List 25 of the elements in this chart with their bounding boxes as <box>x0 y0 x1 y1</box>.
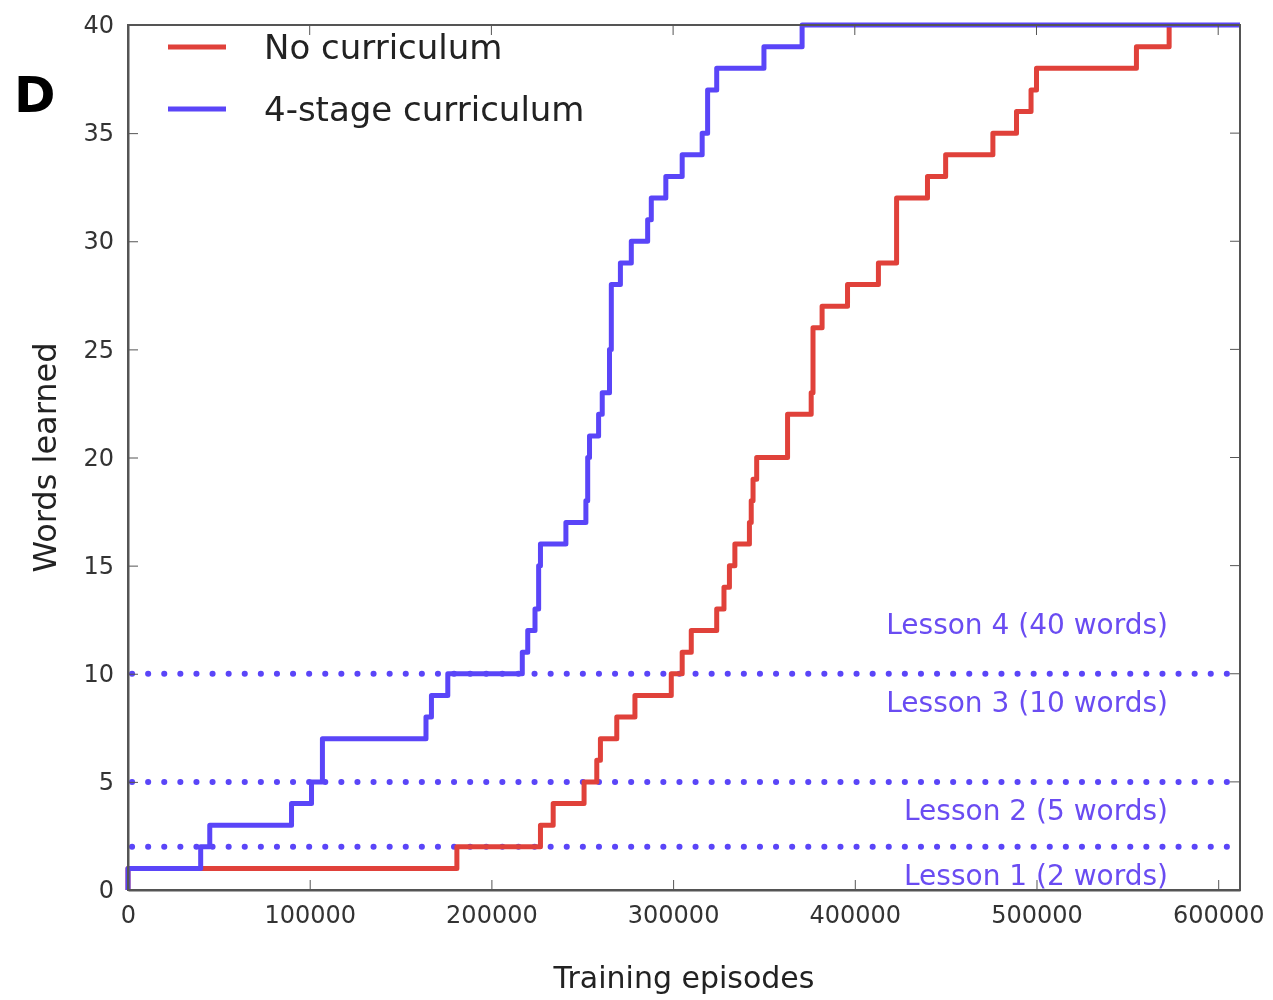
annotation: Lesson 2 (5 words) <box>904 793 1168 827</box>
legend-label: 4-stage curriculum <box>264 88 585 129</box>
x-tick-label: 400000 <box>809 901 902 930</box>
y-tick-label: 40 <box>83 11 114 40</box>
x-tick-label: 100000 <box>264 901 357 930</box>
y-axis-title: Words learned <box>26 342 64 573</box>
x-tick-label: 200000 <box>446 901 538 930</box>
annotation: Lesson 3 (10 words) <box>886 685 1168 719</box>
annotation: Lesson 4 (40 words) <box>886 607 1168 641</box>
y-tick-label: 30 <box>83 227 114 256</box>
legend-label: No curriculum <box>264 26 503 67</box>
y-tick-label: 15 <box>83 551 114 580</box>
x-tick-label: 600000 <box>1172 901 1265 930</box>
x-tick-label: 300000 <box>627 901 720 930</box>
y-tick-label: 35 <box>83 119 114 148</box>
y-tick-label: 5 <box>98 768 114 797</box>
x-axis-title: Training episodes <box>552 960 815 995</box>
y-tick-label: 0 <box>98 876 114 905</box>
annotation: Lesson 1 (2 words) <box>904 858 1168 892</box>
y-tick-label: 10 <box>83 659 114 688</box>
text: D <box>14 66 56 124</box>
y-tick-label: 25 <box>83 335 114 364</box>
x-tick-label: 0 <box>120 901 137 930</box>
y-tick-label: 20 <box>83 443 114 472</box>
x-tick-label: 500000 <box>991 901 1083 930</box>
